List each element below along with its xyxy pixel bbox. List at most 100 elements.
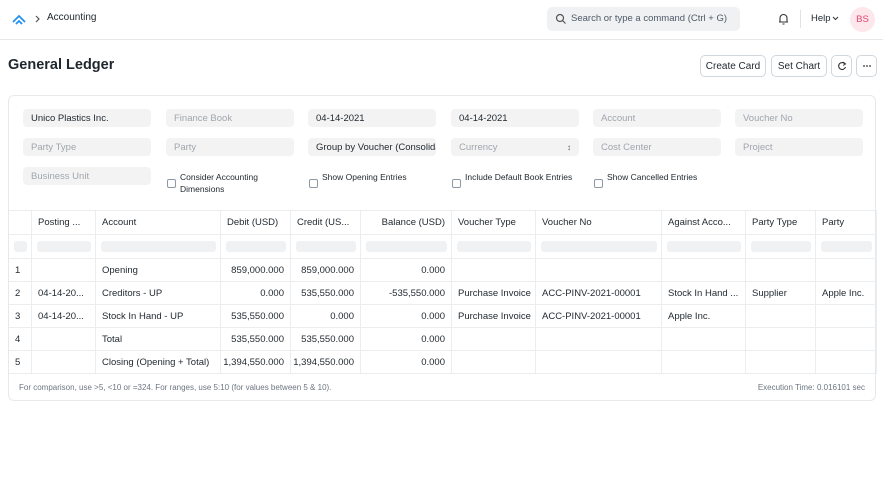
table-cell: 535,550.000 [221,305,291,328]
filter-field[interactable]: Finance Book [166,109,294,127]
checkbox[interactable] [594,179,603,188]
breadcrumb-chevron [35,15,40,23]
column-header[interactable]: Voucher No [536,210,662,235]
column-header[interactable]: Balance (USD) [361,210,452,235]
column-header[interactable]: Against Acco... [662,210,746,235]
column-filter[interactable] [37,241,91,252]
table-cell: 0.000 [291,305,361,328]
column-filter-cell [662,235,746,259]
table-cell [816,259,877,282]
notifications-icon[interactable] [777,12,790,26]
table-cell: 0.000 [221,282,291,305]
table-cell: Purchase Invoice [452,305,536,328]
filter-field[interactable]: Project [735,138,863,156]
column-filter-cell [32,235,96,259]
column-header[interactable]: Account [96,210,221,235]
filter-field[interactable]: 04-14-2021 [451,109,579,127]
column-header[interactable]: Voucher Type [452,210,536,235]
table-cell: 1,394,550.000 [221,351,291,374]
execution-time: Execution Time: 0.016101 sec [757,383,865,392]
filter-field[interactable]: 04-14-2021 [308,109,436,127]
column-filter[interactable] [667,241,741,252]
header-cell [9,210,32,235]
table-cell [536,351,662,374]
checkbox-label: Consider Accounting Dimensions [180,172,258,194]
table-cell: Supplier [746,282,816,305]
checkbox[interactable] [167,179,176,188]
avatar[interactable]: BS [850,7,875,32]
table-cell: Apple Inc. [816,282,877,305]
column-filter[interactable] [226,241,286,252]
table-cell: 1,394,550.000 [291,351,361,374]
column-header[interactable]: Party [816,210,877,235]
create-card-button[interactable]: Create Card [700,55,766,77]
checkbox[interactable] [452,179,461,188]
row-number: 4 [9,328,32,351]
column-header[interactable]: Posting ... [32,210,96,235]
table-cell: Apple Inc. [662,305,746,328]
checkbox-label: Show Opening Entries [322,172,407,182]
refresh-button[interactable] [831,55,852,77]
menu-button[interactable] [856,55,877,77]
column-filter-cell [816,235,877,259]
table-cell [662,328,746,351]
help-menu[interactable]: Help [811,13,831,24]
column-filter[interactable] [366,241,447,252]
column-filter-cell [746,235,816,259]
table-cell [32,351,96,374]
filter-field[interactable]: Cost Center [593,138,721,156]
filter-row-index-box [14,241,27,252]
table-cell: Creditors - UP [96,282,221,305]
table-cell [32,259,96,282]
table-cell: 535,550.000 [291,282,361,305]
filter-row-index [9,235,32,259]
table-cell: 04-14-20... [32,282,96,305]
table-cell: Stock In Hand - UP [96,305,221,328]
table-cell: 04-14-20... [32,305,96,328]
table-cell: 859,000.000 [291,259,361,282]
divider [800,10,801,28]
column-filter[interactable] [457,241,531,252]
column-filter-cell [96,235,221,259]
column-filter[interactable] [821,241,872,252]
checkbox[interactable] [309,179,318,188]
column-filter[interactable] [296,241,356,252]
table-cell [452,259,536,282]
filter-field[interactable]: Voucher No [735,109,863,127]
table-cell: Total [96,328,221,351]
column-header[interactable]: Debit (USD) [221,210,291,235]
search-bar[interactable]: Search or type a command (Ctrl + G) [547,7,740,31]
select-arrow: ↕ [567,142,571,152]
row-number: 5 [9,351,32,374]
filter-field[interactable]: Account [593,109,721,127]
help-caret [832,16,839,21]
column-header[interactable]: Credit (US... [291,210,361,235]
filter-field[interactable]: Party Type [23,138,151,156]
column-filter[interactable] [751,241,811,252]
table-cell: 535,550.000 [291,328,361,351]
table-cell: ACC-PINV-2021-00001 [536,282,662,305]
app-logo[interactable] [11,12,27,26]
breadcrumb[interactable]: Accounting [47,12,97,23]
set-chart-button[interactable]: Set Chart [771,55,827,77]
column-filter[interactable] [101,241,216,252]
table-cell: Closing (Opening + Total) [96,351,221,374]
filter-field[interactable]: Unico Plastics Inc. [23,109,151,127]
page-title: General Ledger [8,57,115,73]
column-header[interactable]: Party Type [746,210,816,235]
filter-field[interactable]: Currency ↕ [451,138,579,156]
table-cell: 535,550.000 [221,328,291,351]
table-cell [452,328,536,351]
report-card: Unico Plastics Inc. Finance Book 04-14-202… [8,95,877,401]
table-cell [32,328,96,351]
table-cell: -535,550.000 [361,282,452,305]
filter-field[interactable]: Business Unit [23,167,151,185]
row-number: 3 [9,305,32,328]
filter-field[interactable]: Party [166,138,294,156]
table-cell [746,259,816,282]
table-cell [746,305,816,328]
filter-field[interactable]: Group by Voucher (Consolidated) [308,138,436,156]
column-filter[interactable] [541,241,657,252]
table-cell: Stock In Hand ... [662,282,746,305]
